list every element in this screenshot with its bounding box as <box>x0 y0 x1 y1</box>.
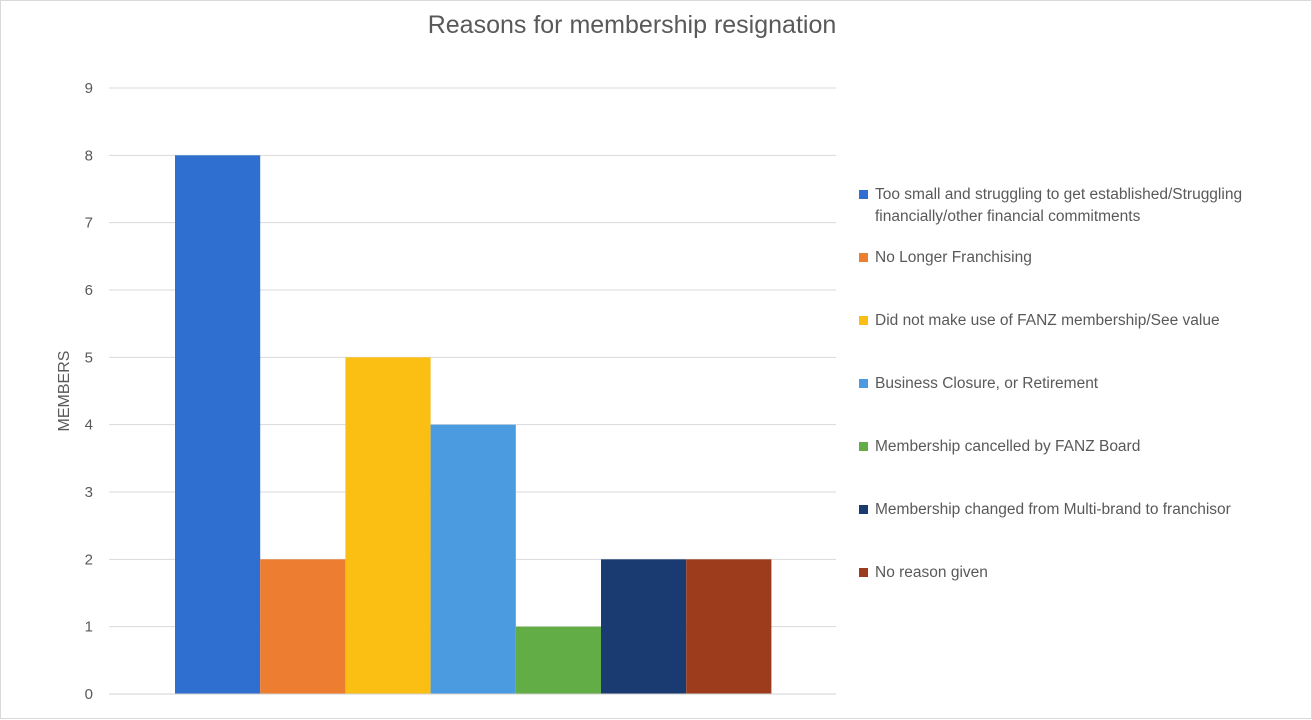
y-tick-label: 3 <box>85 484 93 501</box>
legend-swatch <box>859 568 868 577</box>
bar <box>175 155 261 695</box>
legend-label: Business Closure, or Retirement <box>875 375 1099 392</box>
bar <box>686 559 772 694</box>
legend-swatch <box>859 379 868 388</box>
y-tick-label: 9 <box>85 80 93 97</box>
legend-swatch <box>859 316 868 325</box>
y-tick-label: 6 <box>85 282 93 299</box>
bar <box>260 559 346 694</box>
legend-label: No reason given <box>875 564 988 581</box>
legend-item: Too small and struggling to get establis… <box>859 184 1309 228</box>
legend-swatch <box>859 442 868 451</box>
y-tick-label: 1 <box>85 619 93 636</box>
legend-item: No reason given <box>859 562 988 584</box>
legend-item: Did not make use of FANZ membership/See … <box>859 310 1220 332</box>
bar <box>515 626 601 694</box>
y-tick-label: 4 <box>85 417 93 434</box>
y-tick-label: 7 <box>85 215 93 232</box>
bar <box>345 357 431 694</box>
legend-swatch <box>859 190 868 199</box>
y-tick-label: 2 <box>85 551 93 568</box>
legend-label: Membership cancelled by FANZ Board <box>875 438 1141 455</box>
bar <box>601 559 687 694</box>
legend-item: No Longer Franchising <box>859 247 1032 269</box>
legend-item: Membership cancelled by FANZ Board <box>859 436 1140 458</box>
legend-label: Membership changed from Multi-brand to f… <box>875 501 1231 518</box>
plot-area: 0 1 2 3 4 5 6 7 8 9 MEMBERS <box>56 80 836 703</box>
y-tick-label: 0 <box>85 686 93 703</box>
bar <box>430 424 516 694</box>
legend-swatch <box>859 253 868 262</box>
chart-title: Reasons for membership resignation <box>427 11 837 39</box>
legend-item: Business Closure, or Retirement <box>859 373 1098 395</box>
y-axis-title: MEMBERS <box>56 351 73 432</box>
legend-item: Membership changed from Multi-brand to f… <box>859 499 1231 521</box>
y-tick-label: 5 <box>85 349 93 366</box>
legend-label: Did not make use of FANZ membership/See … <box>875 312 1220 329</box>
legend-label: Too small and struggling to get establis… <box>875 186 1243 225</box>
legend-label: No Longer Franchising <box>875 249 1032 266</box>
legend-swatch <box>859 505 868 514</box>
y-tick-label: 8 <box>85 147 93 164</box>
